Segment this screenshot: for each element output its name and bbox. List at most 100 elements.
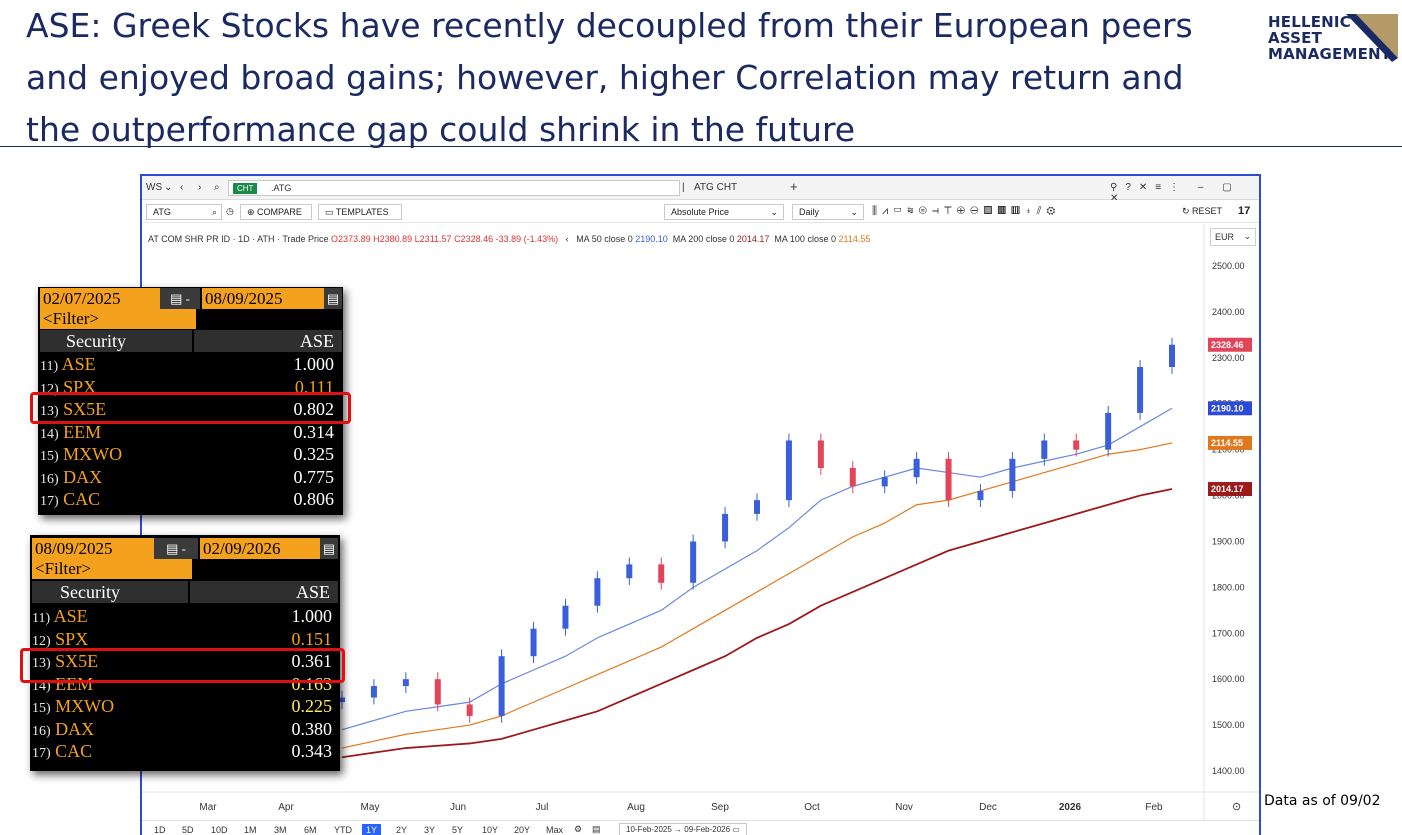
candle-body xyxy=(785,440,792,501)
range-button-1y[interactable]: 1Y xyxy=(362,824,382,835)
calendar-icon[interactable]: ▤ - xyxy=(154,538,198,559)
command-input[interactable]: CHT .ATG xyxy=(228,180,680,196)
templates-button[interactable]: ▭ TEMPLATES xyxy=(318,204,402,220)
legend-close: C2328.46 xyxy=(454,234,494,244)
range-settings-icon[interactable]: ⚙ xyxy=(574,824,583,834)
range-button-3m[interactable]: 3M xyxy=(274,825,287,835)
correlation-row-mxwo[interactable]: 15) MXWO 0.225 xyxy=(32,695,338,717)
calendar-icon[interactable]: ▤ xyxy=(324,288,342,309)
currency-select[interactable]: EUR ⌄ xyxy=(1210,228,1256,246)
x-tick-label: Mar xyxy=(199,802,217,813)
workspace-tab[interactable]: WS xyxy=(146,182,163,193)
range-button-5d[interactable]: 5D xyxy=(182,825,194,835)
range-button-5y[interactable]: 5Y xyxy=(452,825,464,835)
range-button-2y[interactable]: 2Y xyxy=(396,825,408,835)
x-tick-label: Jun xyxy=(450,802,466,813)
ws-menu-chevron-icon[interactable]: ⌄ xyxy=(164,182,173,193)
logo-mark-icon xyxy=(1346,14,1398,62)
legend-collapse-icon[interactable]: ‹ xyxy=(565,234,569,244)
correlation-row-sx5e[interactable]: 13) SX5E 0.802 xyxy=(40,398,340,420)
security-name: DAX xyxy=(58,466,103,487)
price-mode-select[interactable]: Absolute Price ⌄ xyxy=(664,204,784,220)
correlation-panel-2: 08/09/2025 ▤ - 02/09/2026 ▤ <Filter> Sec… xyxy=(30,535,340,771)
date-range-value: 10-Feb-2025 → 09-Feb-2026 xyxy=(626,825,731,834)
security-name: SPX xyxy=(50,628,89,649)
calendar-icon[interactable]: ▤ xyxy=(320,538,338,559)
candle-body xyxy=(849,468,856,487)
correlation-row-dax[interactable]: 16) DAX 0.380 xyxy=(32,718,338,740)
correlation-row-ase[interactable]: 11) ASE 1.000 xyxy=(40,353,340,375)
chart-legend: AT COM SHR PR ID · 1D · ATH · Trade Pric… xyxy=(148,234,870,244)
row-number: 17) xyxy=(40,494,59,509)
range-button-max[interactable]: Max xyxy=(546,825,564,835)
range-calendar-icon[interactable]: ▤ xyxy=(592,824,601,834)
security-name: MXWO xyxy=(58,444,123,464)
filter-field[interactable]: <Filter> xyxy=(40,309,196,329)
correlation-value: 1.000 xyxy=(293,354,335,374)
price-label-badge xyxy=(1208,482,1252,497)
reset-button[interactable]: ↻ RESET xyxy=(1176,204,1228,220)
correlation-row-mxwo[interactable]: 15) MXWO 0.325 xyxy=(40,443,340,465)
correlation-row-cac[interactable]: 17) CAC 0.806 xyxy=(40,488,340,510)
range-button-3y[interactable]: 3Y xyxy=(424,825,436,835)
correlation-value: 0.802 xyxy=(293,399,335,419)
x-tick-label: Feb xyxy=(1145,802,1163,813)
range-button-10d[interactable]: 10D xyxy=(211,825,228,835)
ma-line-50 xyxy=(341,407,1173,731)
command-badge: CHT xyxy=(233,183,258,194)
compare-label: COMPARE xyxy=(257,207,302,217)
calendar-icon[interactable]: ▤ - xyxy=(160,288,200,309)
price-chart[interactable]: 1400.00 1500.00 1600.00 1700.00 1800.00 1900.… xyxy=(142,176,1259,835)
legend-high: H2380.89 xyxy=(373,234,413,244)
range-button-20y[interactable]: 20Y xyxy=(514,825,531,835)
end-date-field[interactable]: 08/09/2025 xyxy=(202,288,324,309)
reset-label: RESET xyxy=(1192,206,1223,216)
correlation-row-sx5e[interactable]: 13) SX5E 0.361 xyxy=(32,650,338,672)
forward-icon[interactable]: › xyxy=(198,182,202,193)
legend-ma200-value: 2014.17 xyxy=(736,234,770,244)
range-button-1d[interactable]: 1D xyxy=(154,825,166,835)
candle-body xyxy=(1105,412,1112,450)
correlation-value: 1.000 xyxy=(291,606,333,626)
range-button-6m[interactable]: 6M xyxy=(304,825,317,835)
x-tick-label: Oct xyxy=(804,802,820,813)
compare-button[interactable]: ⊕ COMPARE xyxy=(240,204,312,220)
symbol-input[interactable]: ATG ⌕ xyxy=(146,204,222,220)
tab-atg-cht[interactable]: ATG CHT xyxy=(694,182,738,193)
range-button-ytd[interactable]: YTD xyxy=(334,825,352,835)
interval-select[interactable]: Daily ⌄ xyxy=(792,204,864,220)
correlation-row-ase[interactable]: 11) ASE 1.000 xyxy=(32,605,338,627)
candle-body xyxy=(594,578,601,606)
start-date-field[interactable]: 08/09/2025 xyxy=(32,538,154,559)
row-number: 12) xyxy=(32,633,51,649)
correlation-row-dax[interactable]: 16) DAX 0.775 xyxy=(40,466,340,488)
templates-label: TEMPLATES xyxy=(335,207,389,217)
drawing-tools-icons[interactable]: ⫼⩘▭≋⊜⊣⊤⊕⊖▤▦▥⍖⫽⚙ xyxy=(872,205,1061,217)
search-icon[interactable]: ⌕ xyxy=(214,182,220,193)
security-column-header: Security xyxy=(32,581,188,603)
correlation-row-eem[interactable]: 14) EEM 0.314 xyxy=(40,421,340,443)
logo-text: HELLENIC ASSET MANAGEMENT xyxy=(1268,14,1391,62)
window-controls[interactable]: ⚲?✕≡⋮ – ▢ ✕ xyxy=(1110,182,1240,204)
x-tick-label: 2026 xyxy=(1059,802,1082,813)
range-button-10y[interactable]: 10Y xyxy=(482,825,499,835)
tab-close-icon[interactable]: | xyxy=(682,182,685,193)
filter-field[interactable]: <Filter> xyxy=(32,559,192,579)
correlation-value: 0.225 xyxy=(291,696,333,716)
range-button-1m[interactable]: 1M xyxy=(244,825,257,835)
currency-value: EUR xyxy=(1215,232,1235,242)
x-tick-label: May xyxy=(361,802,380,813)
date-range-field[interactable]: 10-Feb-2025 → 09-Feb-2026 ▭ xyxy=(619,823,747,835)
end-date-field[interactable]: 02/09/2026 xyxy=(200,538,320,559)
clock-icon[interactable]: ◷ xyxy=(226,206,234,216)
goto-realtime-icon[interactable]: ⊙ xyxy=(1232,801,1241,813)
correlation-row-cac[interactable]: 17) CAC 0.343 xyxy=(32,740,338,762)
price-label-badge xyxy=(1208,401,1252,416)
start-date-field[interactable]: 02/07/2025 xyxy=(40,288,160,309)
back-icon[interactable]: ‹ xyxy=(180,182,184,193)
candle-body xyxy=(977,490,984,501)
correlation-row-spx[interactable]: 12) SPX 0.151 xyxy=(32,628,338,650)
new-tab-icon[interactable]: + xyxy=(790,179,798,194)
row-number: 11) xyxy=(40,359,59,374)
legend-ma50-label: MA 50 close 0 xyxy=(576,234,633,244)
